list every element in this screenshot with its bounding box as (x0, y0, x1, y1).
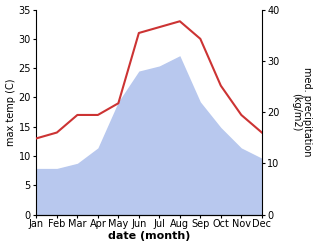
Y-axis label: med. precipitation
(kg/m2): med. precipitation (kg/m2) (291, 67, 313, 157)
X-axis label: date (month): date (month) (108, 231, 190, 242)
Y-axis label: max temp (C): max temp (C) (5, 78, 16, 146)
